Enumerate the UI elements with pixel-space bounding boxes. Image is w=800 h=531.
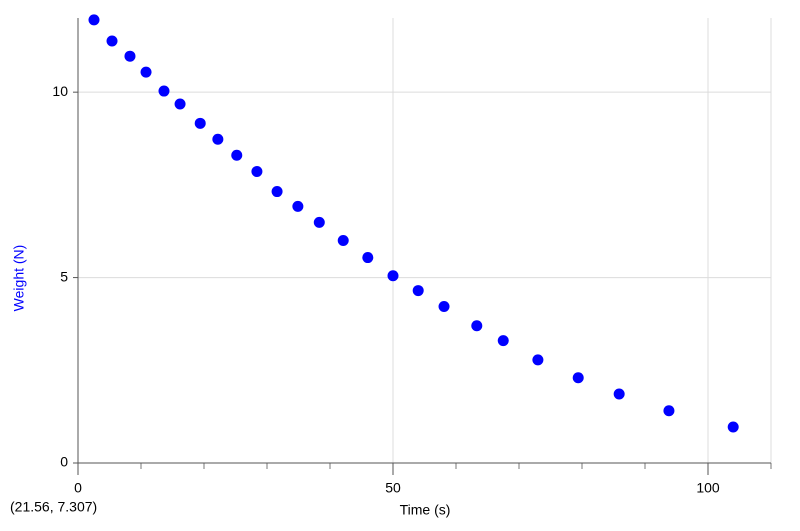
data-point — [387, 270, 399, 282]
data-point — [88, 14, 100, 26]
data-point — [251, 166, 263, 178]
y-tick-label: 5 — [60, 268, 68, 284]
data-point — [231, 149, 243, 161]
y-tick-label: 10 — [52, 83, 68, 99]
x-tick-label: 50 — [385, 480, 401, 496]
data-point — [727, 421, 739, 433]
data-point — [106, 35, 118, 47]
data-point — [497, 335, 509, 347]
status-text: (21.56, 7.307) — [10, 499, 97, 515]
data-point — [663, 405, 675, 417]
data-point — [194, 117, 206, 129]
data-point — [174, 98, 186, 110]
data-point — [313, 216, 325, 228]
y-axis-label: Weight (N) — [11, 245, 27, 312]
x-axis-label: Time (s) — [400, 502, 451, 518]
data-point — [140, 66, 152, 78]
data-point — [337, 235, 349, 246]
data-point — [438, 301, 450, 313]
data-point — [158, 85, 170, 97]
data-point — [271, 186, 283, 198]
x-tick-label: 100 — [696, 480, 720, 496]
data-point — [212, 133, 224, 145]
data-point — [532, 354, 544, 366]
y-tick-label: 0 — [60, 454, 68, 470]
data-point — [412, 285, 424, 297]
data-point — [292, 200, 304, 212]
x-tick-label: 0 — [74, 480, 82, 496]
data-point — [572, 372, 584, 384]
data-point — [471, 320, 483, 332]
data-point — [613, 388, 625, 400]
data-point — [124, 50, 136, 62]
data-point — [362, 252, 374, 264]
